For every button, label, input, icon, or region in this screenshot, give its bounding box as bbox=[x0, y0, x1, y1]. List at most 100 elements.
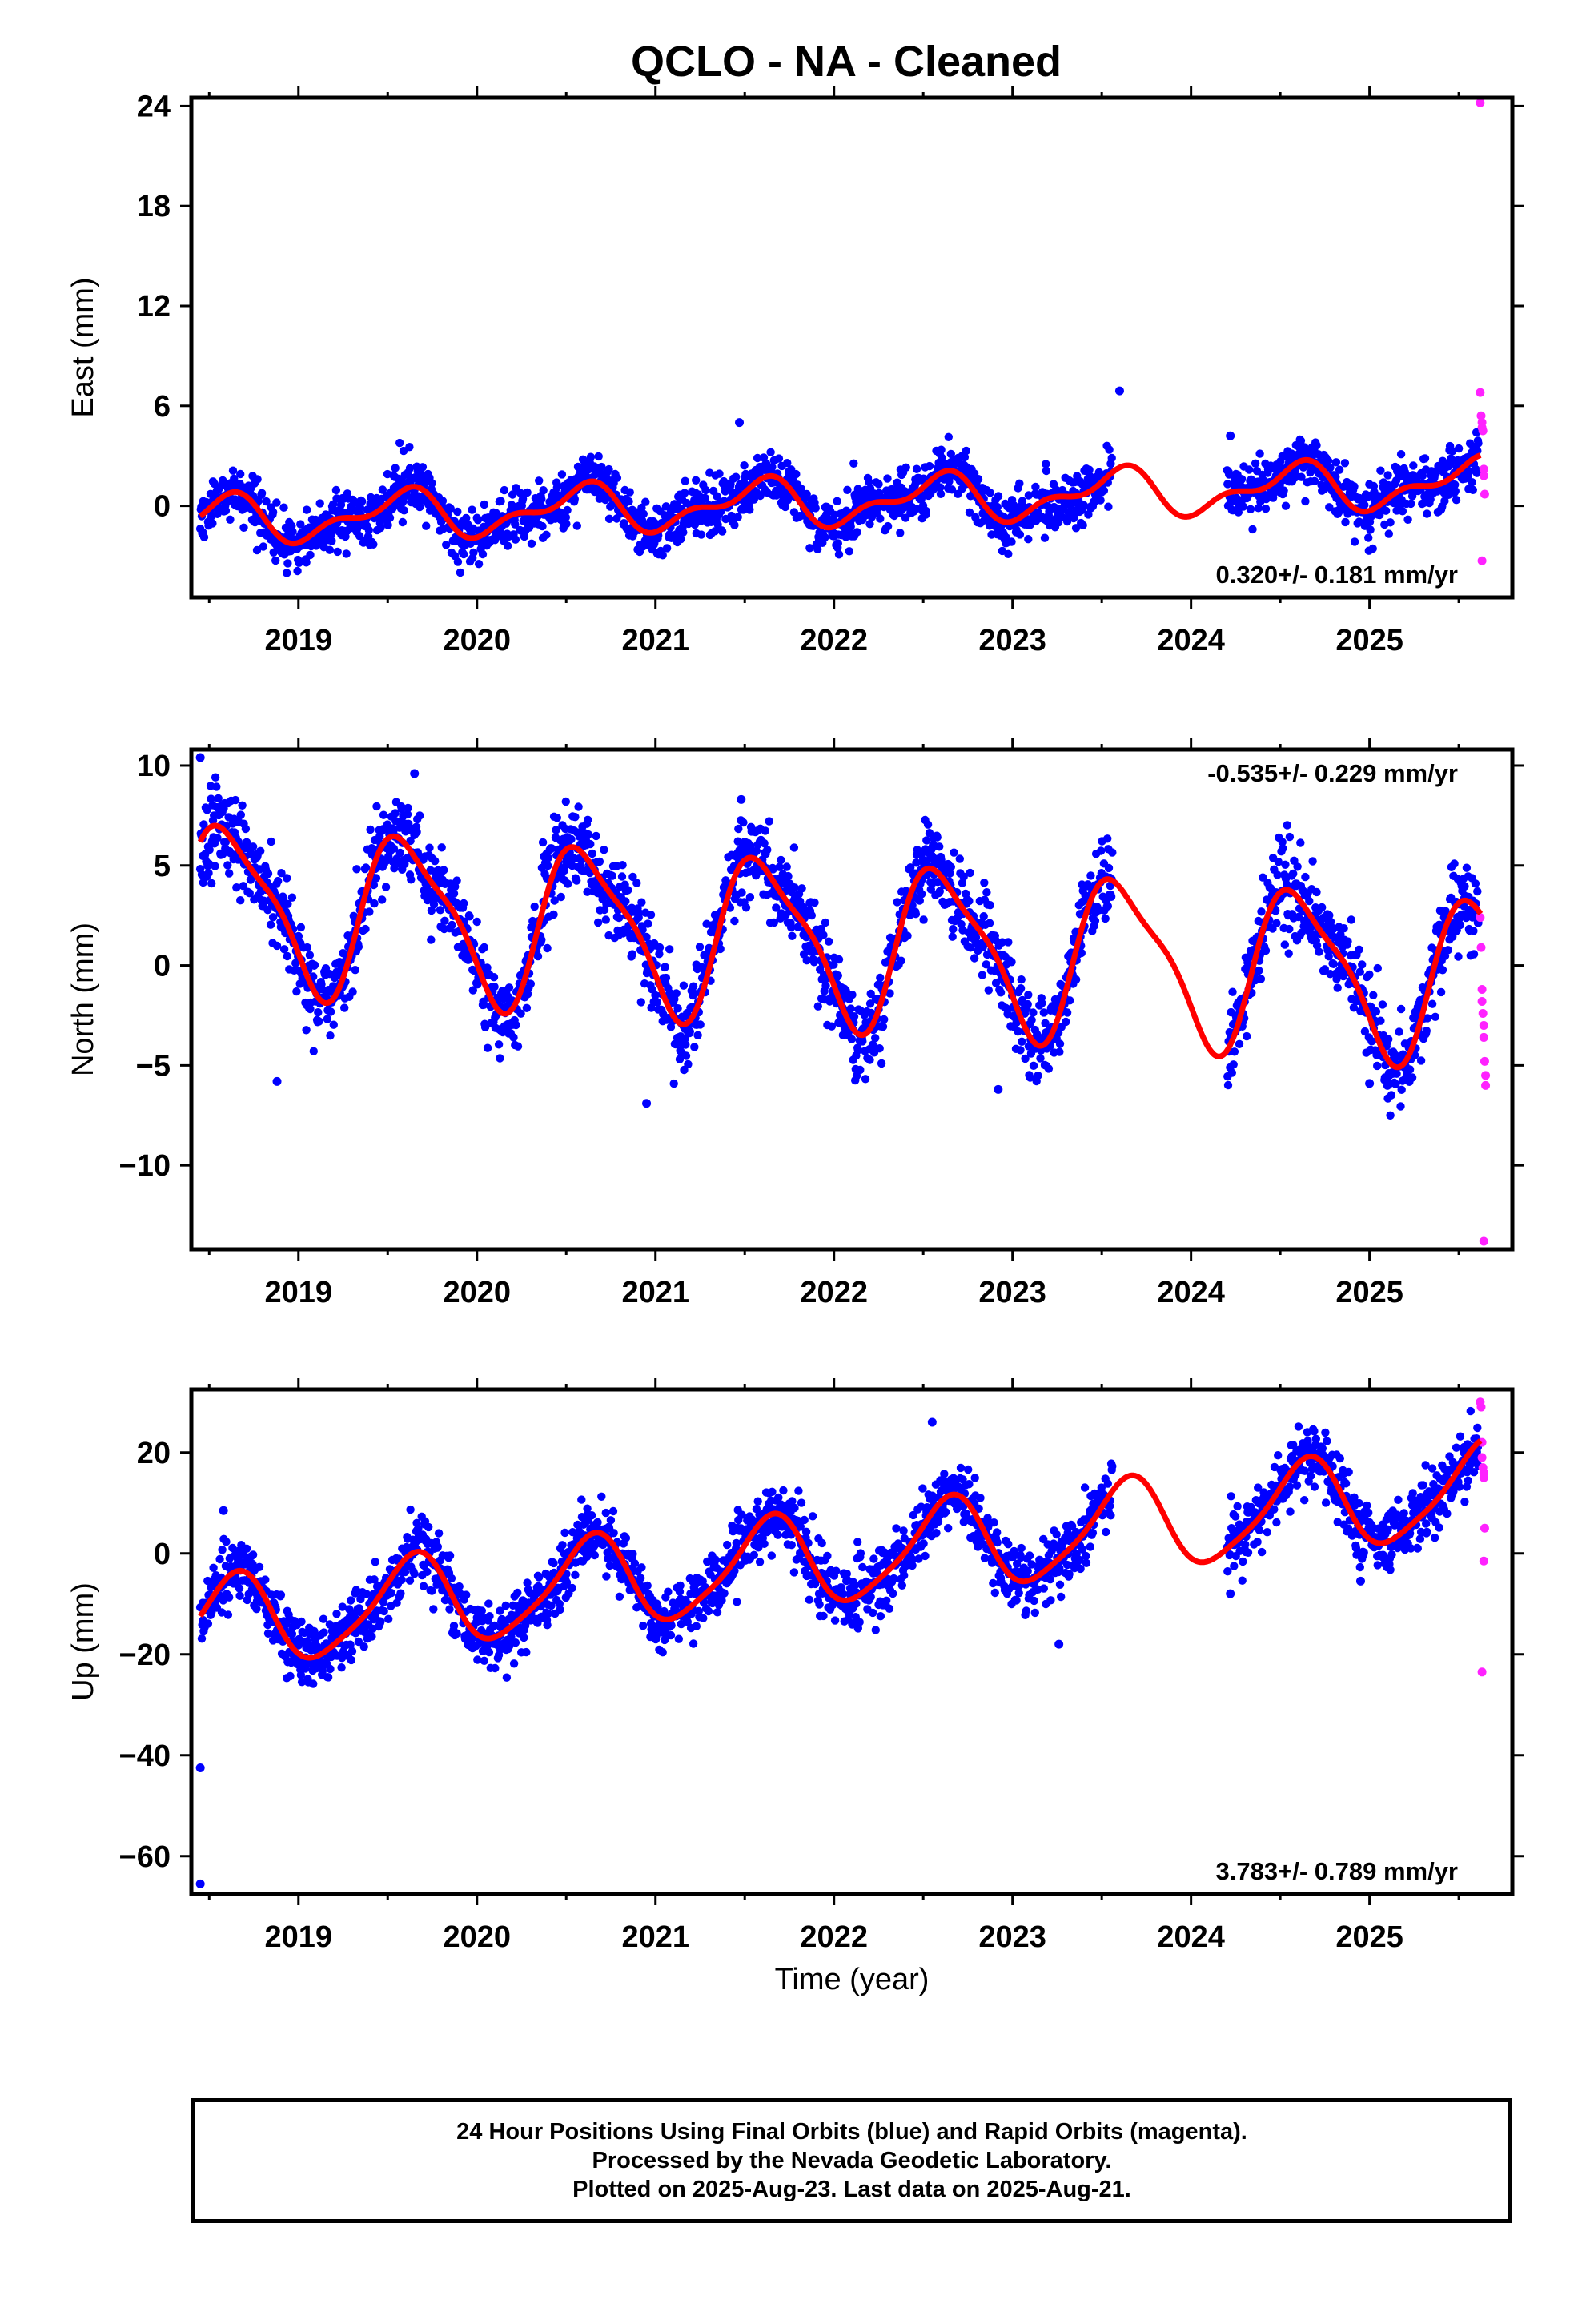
north-final-point bbox=[381, 883, 391, 891]
up-final-point bbox=[217, 1608, 227, 1617]
east-final-point bbox=[1085, 465, 1094, 474]
north-final-point bbox=[530, 902, 539, 911]
east-y-tick-label: 12 bbox=[137, 290, 171, 324]
east-final-point bbox=[805, 544, 814, 553]
east-y-tick-label: 18 bbox=[137, 190, 171, 223]
east-x-tick-label: 2023 bbox=[978, 624, 1046, 657]
north-final-point bbox=[533, 951, 543, 961]
up-final-point bbox=[462, 1590, 471, 1599]
north-final-point bbox=[583, 887, 592, 896]
north-final-point bbox=[652, 998, 662, 1007]
east-final-point bbox=[358, 497, 367, 506]
north-final-point bbox=[636, 998, 645, 1007]
up-final-point bbox=[223, 1610, 233, 1619]
north-final-point bbox=[825, 937, 833, 946]
up-final-point bbox=[447, 1574, 456, 1583]
east-final-point bbox=[416, 502, 424, 512]
north-final-point bbox=[440, 916, 449, 926]
north-final-point bbox=[263, 869, 273, 879]
east-final-point bbox=[1350, 482, 1359, 491]
north-final-point bbox=[912, 858, 921, 867]
up-final-point bbox=[347, 1647, 357, 1656]
north-final-point bbox=[984, 986, 994, 995]
north-final-point bbox=[1256, 975, 1266, 983]
north-final-point bbox=[693, 1031, 702, 1040]
north-final-point bbox=[978, 971, 987, 979]
north-final-point bbox=[513, 1042, 523, 1051]
north-final-point bbox=[1460, 882, 1469, 891]
north-final-point bbox=[923, 820, 933, 829]
east-final-point bbox=[1096, 496, 1105, 505]
east-final-point bbox=[511, 535, 520, 544]
east-final-point bbox=[1398, 507, 1407, 516]
east-final-point bbox=[398, 517, 408, 527]
east-final-point bbox=[562, 520, 571, 529]
up-final-point bbox=[347, 1596, 355, 1605]
north-final-point bbox=[1373, 1061, 1382, 1071]
north-final-point bbox=[512, 1020, 520, 1030]
up-final-point bbox=[218, 1546, 227, 1554]
north-final-point bbox=[856, 1065, 865, 1075]
north-rapid-point bbox=[1478, 1008, 1488, 1018]
east-final-point bbox=[396, 438, 404, 448]
north-final-point bbox=[689, 982, 698, 991]
north-final-point bbox=[1469, 927, 1478, 935]
north-final-point bbox=[1243, 1031, 1251, 1041]
north-final-point bbox=[777, 855, 785, 865]
north-final-point bbox=[1071, 975, 1081, 984]
north-final-point bbox=[448, 920, 456, 930]
north-final-point bbox=[784, 871, 793, 881]
east-final-point bbox=[960, 452, 970, 462]
north-final-point bbox=[204, 869, 213, 878]
east-y-tick-label: 6 bbox=[154, 390, 171, 424]
east-final-point bbox=[428, 479, 436, 488]
north-final-point bbox=[1320, 965, 1330, 974]
north-final-point bbox=[552, 826, 560, 834]
east-final-point bbox=[753, 453, 762, 463]
east-final-point bbox=[680, 489, 689, 497]
east-final-point bbox=[586, 452, 596, 461]
east-rapid-points bbox=[1476, 98, 1489, 565]
north-final-point bbox=[1373, 963, 1383, 973]
north-rapid-point bbox=[1481, 1080, 1491, 1090]
north-final-point bbox=[214, 794, 223, 803]
north-final-point bbox=[1023, 999, 1032, 1009]
north-final-point bbox=[1438, 966, 1447, 975]
east-final-point bbox=[874, 489, 884, 497]
north-final-point bbox=[946, 862, 956, 871]
east-final-point bbox=[1107, 453, 1116, 463]
north-final-point bbox=[696, 1020, 705, 1029]
east-final-point bbox=[865, 477, 873, 486]
up-final-point bbox=[261, 1575, 270, 1584]
north-rapid-point bbox=[1479, 1032, 1488, 1042]
east-rapid-point bbox=[1478, 426, 1488, 436]
north-final-point bbox=[745, 893, 755, 902]
north-final-point bbox=[689, 989, 698, 998]
north-y-tick-label: −10 bbox=[119, 1149, 171, 1183]
north-final-point bbox=[472, 917, 481, 927]
up-final-point bbox=[428, 1586, 436, 1595]
north-plot-frame bbox=[189, 747, 1515, 1252]
north-final-point bbox=[1325, 911, 1334, 920]
north-final-point bbox=[1014, 1027, 1022, 1036]
north-final-point bbox=[752, 846, 761, 856]
up-final-point bbox=[429, 1605, 438, 1614]
north-rapid-point bbox=[1479, 1236, 1488, 1246]
east-final-point bbox=[745, 505, 754, 514]
north-x-tick-label: 2023 bbox=[978, 1276, 1046, 1309]
east-final-point bbox=[438, 497, 448, 505]
east-final-point bbox=[1341, 517, 1350, 527]
north-final-point bbox=[274, 876, 283, 886]
north-final-point bbox=[1029, 1008, 1038, 1017]
north-final-point bbox=[1062, 1008, 1072, 1017]
east-final-point bbox=[556, 508, 564, 517]
north-final-point bbox=[1436, 987, 1446, 997]
east-y-tick-label: 24 bbox=[137, 90, 171, 123]
north-final-point bbox=[1378, 1000, 1387, 1009]
north-final-point bbox=[869, 1040, 877, 1049]
north-final-point bbox=[986, 901, 994, 910]
up-final-point bbox=[400, 1567, 410, 1577]
east-final-point bbox=[1384, 529, 1394, 538]
north-final-point bbox=[809, 958, 819, 967]
